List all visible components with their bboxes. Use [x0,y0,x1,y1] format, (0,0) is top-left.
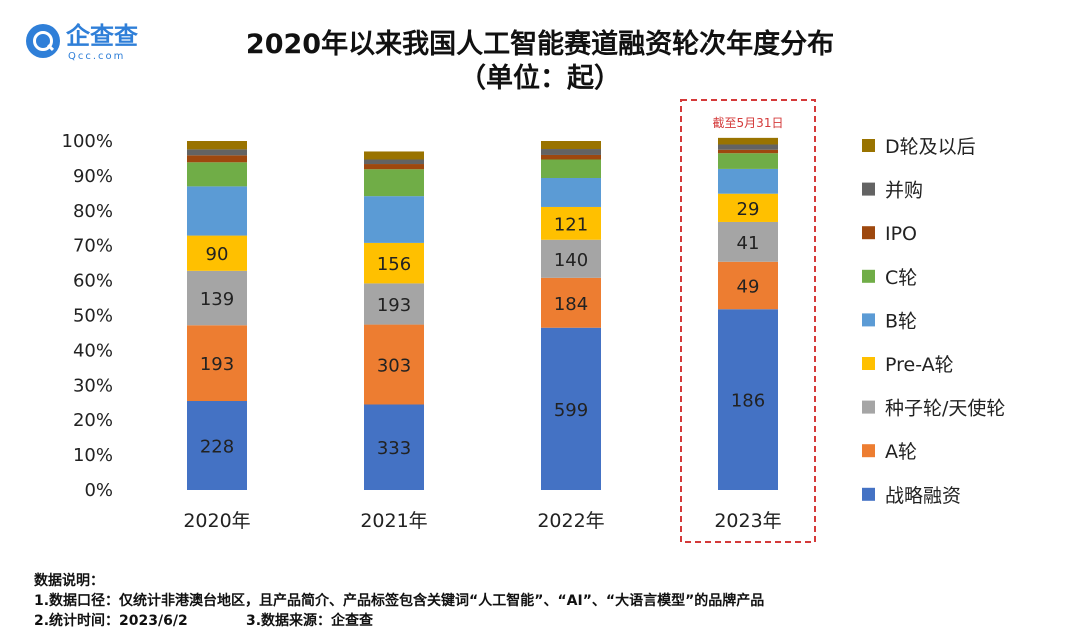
y-tick-label: 30% [73,375,113,396]
data-label: 599 [554,400,588,421]
data-label: 186 [731,391,765,412]
bar-segment [187,155,247,163]
bar-segment [187,401,247,490]
bar-segment [364,283,424,325]
bar-segment [187,141,247,150]
annotation-label: 截至5月31日 [713,116,784,130]
bar-segment [541,177,601,207]
bar-segment [364,159,424,165]
bar-segment [187,186,247,236]
legend-swatch [862,182,875,196]
notes-heading: 数据说明： [34,573,104,589]
bar-segment [541,149,601,155]
bar-segment [718,137,778,145]
legend-swatch [862,400,875,414]
x-tick-label: 2021年 [360,510,427,532]
legend-label: D轮及以后 [885,136,976,158]
x-tick-label: 2020年 [183,510,250,532]
bar-segment [718,221,778,262]
notes-line-2a: 2.统计时间：2023/6/2 [34,613,188,629]
data-label: 193 [200,354,234,375]
bar-segment [718,261,778,310]
bar-segment [364,324,424,405]
notes-line-1: 1.数据口径：仅统计非港澳台地区，且产品简介、产品标签包含关键词“人工智能”、“… [34,593,765,609]
y-tick-label: 10% [73,445,113,466]
bar-segment [364,169,424,197]
data-label: 184 [554,294,588,315]
brand-name: 企查查 [66,22,138,50]
legend-swatch [862,226,875,240]
qcc-logo: 企查查 Qcc.com [26,22,146,68]
qcc-logo-icon [26,24,60,58]
bar-segment [187,149,247,156]
annotation-box [680,99,816,543]
y-tick-label: 60% [73,271,113,292]
x-tick-label: 2022年 [537,510,604,532]
bar-segment [364,242,424,284]
bar-segment [541,159,601,178]
legend-label: C轮 [885,267,917,289]
legend-label: 种子轮/天使轮 [885,398,1005,420]
legend-label: Pre-A轮 [885,354,954,376]
data-label: 139 [200,289,234,310]
legend-label: IPO [885,223,917,245]
bar-segment [364,151,424,160]
legend-swatch [862,269,875,283]
legend-label: A轮 [885,441,917,463]
legend-label: B轮 [885,310,917,332]
data-label: 333 [377,438,411,459]
legend-swatch [862,139,875,152]
bar-segment [541,277,601,328]
y-tick-label: 0% [84,480,113,501]
bar-segment [364,196,424,243]
bar-segment [718,144,778,150]
notes-line-2b: 3.数据来源：企查查 [246,613,374,629]
chart-title: 2020年以来我国人工智能赛道融资轮次年度分布 [245,29,835,60]
legend-label: 并购 [885,180,923,202]
legend-label: 战略融资 [885,485,961,507]
brand-sub: Qcc.com [68,51,126,62]
data-label: 29 [737,199,760,220]
data-label: 90 [206,244,229,265]
bar-segment [187,270,247,326]
bar-segment [718,149,778,154]
data-label: 140 [554,250,588,271]
data-label: 41 [737,233,760,254]
y-tick-label: 70% [73,236,113,257]
bar-segment [541,327,601,490]
data-label: 303 [377,356,411,377]
y-tick-label: 100% [62,131,113,152]
bar-segment [187,235,247,271]
y-tick-label: 80% [73,201,113,222]
bar-segment [718,309,778,490]
bar-segment [718,193,778,222]
y-tick-label: 90% [73,166,113,187]
legend-swatch [862,444,875,458]
bar-segment [364,164,424,170]
bar-segment [187,325,247,402]
data-label: 156 [377,254,411,275]
y-tick-label: 40% [73,340,113,361]
data-label: 121 [554,214,588,235]
legend-swatch [862,357,875,370]
bar-segment [718,168,778,194]
chart-subtitle: （单位：起） [459,63,621,94]
bar-segment [541,154,601,160]
y-tick-label: 20% [73,410,113,431]
data-label: 228 [200,437,234,458]
bar-segment [718,153,778,169]
bar-segment [541,141,601,150]
y-tick-label: 50% [73,306,113,327]
bar-segment [187,162,247,187]
data-label: 193 [377,295,411,316]
bar-segment [541,239,601,278]
bar-segment [541,206,601,240]
bar-segment [364,404,424,490]
legend-swatch [862,487,875,501]
x-tick-label: 2023年 [714,510,781,532]
data-label: 49 [737,276,760,297]
legend-swatch [862,313,875,327]
